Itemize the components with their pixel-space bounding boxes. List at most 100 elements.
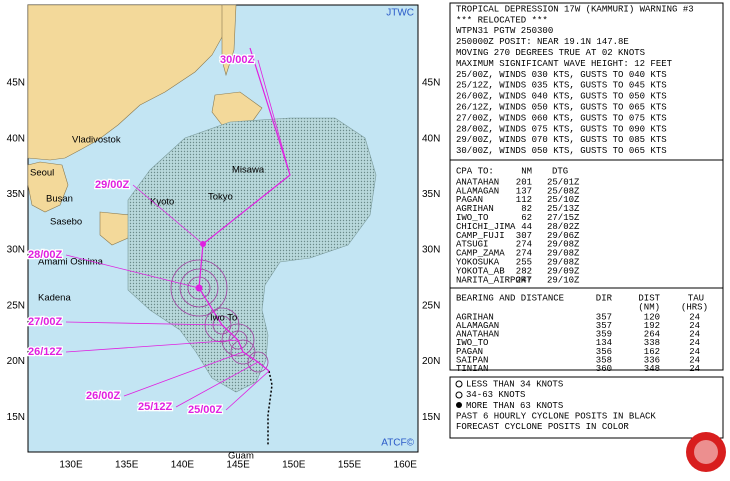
cpa-name: AGRIHAN [456, 204, 494, 214]
lat-label: 35N [7, 189, 25, 200]
cpa-name: CAMP_ZAMA [456, 249, 505, 259]
bearing-cell: 338 [644, 338, 660, 348]
cpa-dtg: 27/15Z [547, 213, 580, 223]
bearing-unit: (HRS) [681, 302, 708, 312]
legend-symbol [455, 380, 463, 388]
bearing-cell: ANATAHAN [456, 330, 499, 340]
lat-label: 15N [422, 412, 440, 423]
cpa-nm: 247 [516, 275, 532, 285]
lon-label: 150E [282, 460, 306, 471]
cpa-name: NARITA_AIRPORT [456, 275, 532, 285]
forecast-label: 30/00Z [220, 54, 255, 66]
bearing-cell: 120 [644, 312, 660, 322]
cpa-name: IWO_TO [456, 213, 488, 223]
place-label: Vladivostok [72, 135, 121, 146]
warning-box [449, 2, 724, 371]
cpa-nm: 201 [516, 177, 532, 187]
logo-inner [694, 440, 718, 464]
legend-line: MORE THAN 63 KNOTS [466, 401, 563, 411]
warning-line: 250000Z POSIT: NEAR 19.1N 147.8E [456, 37, 629, 47]
warning-line: *** RELOCATED *** [456, 15, 548, 25]
place-label: Iwo To [210, 313, 237, 324]
bearing-header: TAU [688, 293, 704, 303]
cpa-nm: 255 [516, 257, 532, 267]
legend-symbol [456, 402, 462, 408]
bearing-cell: 264 [644, 330, 660, 340]
cpa-dtg: 29/08Z [547, 240, 580, 250]
bearing-cell: 336 [644, 355, 660, 365]
lat-label: 30N [7, 245, 25, 256]
forecast-label: 26/00Z [86, 390, 121, 402]
cpa-dtg: 25/01Z [547, 177, 580, 187]
bearing-cell: 360 [596, 364, 612, 374]
warning-line: 29/00Z, WINDS 070 KTS, GUSTS TO 085 KTS [456, 135, 667, 145]
past-track [267, 370, 273, 446]
place-label: Busan [46, 194, 73, 205]
forecast-label: 27/00Z [28, 316, 63, 328]
lon-label: 145E [226, 460, 250, 471]
cpa-nm: 282 [516, 266, 532, 276]
label-leader [65, 254, 200, 289]
warning-line: MAXIMUM SIGNIFICANT WAVE HEIGHT: 12 FEET [456, 59, 673, 69]
bearing-cell: 24 [689, 321, 700, 331]
cpa-header: CPA TO: [456, 166, 494, 176]
warning-line: 25/12Z, WINDS 035 KTS, GUSTS TO 045 KTS [456, 81, 667, 91]
lon-label: 135E [115, 460, 139, 471]
forecast-label: 25/00Z [188, 404, 223, 416]
cpa-name: ALAMAGAN [456, 186, 499, 196]
bearing-header: DIST [638, 293, 660, 303]
cpa-name: CHICHI_JIMA [456, 222, 516, 232]
cpa-nm: 82 [521, 204, 532, 214]
lat-label: 30N [422, 245, 440, 256]
bearing-header: BEARING AND DISTANCE [456, 293, 564, 303]
legend-box [449, 376, 724, 439]
forecast-label: 28/00Z [28, 249, 63, 261]
warning-line: 25/00Z, WINDS 030 KTS, GUSTS TO 040 KTS [456, 70, 667, 80]
lat-label: 40N [7, 133, 25, 144]
bearing-cell: 348 [644, 364, 660, 374]
lon-label: 140E [171, 460, 195, 471]
cpa-nm: 274 [516, 249, 532, 259]
lat-label: 20N [7, 356, 25, 367]
cpa-dtg: 28/02Z [547, 222, 580, 232]
cpa-nm: 112 [516, 195, 532, 205]
cpa-dtg: 25/13Z [547, 204, 580, 214]
credit: ATCF© [381, 438, 414, 449]
place-label: Guam [228, 451, 254, 462]
place-label: Kyoto [150, 197, 174, 208]
warning-line: MOVING 270 DEGREES TRUE AT 02 KNOTS [456, 48, 645, 58]
wind-radii [170, 259, 269, 373]
lat-label: 35N [422, 189, 440, 200]
cpa-name: PAGAN [456, 195, 483, 205]
place-label: Misawa [232, 165, 265, 176]
cpa-name: YOKOSUKA [456, 257, 500, 267]
place-label: Amami Oshima [38, 257, 104, 268]
cpa-name: CAMP_FUJI [456, 231, 505, 241]
label-leader [257, 59, 291, 176]
lon-label: 160E [394, 460, 418, 471]
bearing-cell: IWO_TO [456, 338, 488, 348]
forecast-label: 29/00Z [95, 179, 130, 191]
bearing-cell: 357 [596, 321, 612, 331]
cpa-dtg: 29/06Z [547, 231, 580, 241]
bearing-cell: SAIPAN [456, 355, 488, 365]
bearing-cell: 162 [644, 347, 660, 357]
lat-label: 45N [7, 78, 25, 89]
cpa-dtg: 29/08Z [547, 249, 580, 259]
label-leader [65, 339, 239, 353]
warning-line: WTPN31 PGTW 250300 [456, 26, 553, 36]
cpa-header: NM [521, 166, 532, 176]
warning-line: TROPICAL DEPRESSION 17W (KAMMURI) WARNIN… [456, 4, 694, 14]
legend-symbol [455, 391, 463, 399]
label-leader [65, 321, 223, 326]
place-label: Seoul [30, 168, 54, 179]
cpa-nm: 307 [516, 231, 532, 241]
cpa-dtg: 29/08Z [547, 257, 580, 267]
bearing-cell: 24 [689, 355, 700, 365]
legend-line: 34-63 KNOTS [466, 390, 525, 400]
bearing-cell: TINIAN [456, 364, 488, 374]
legend-line: PAST 6 HOURLY CYCLONE POSITS IN BLACK [456, 411, 656, 421]
bearing-cell: PAGAN [456, 347, 483, 357]
cpa-dtg: 25/08Z [547, 186, 580, 196]
